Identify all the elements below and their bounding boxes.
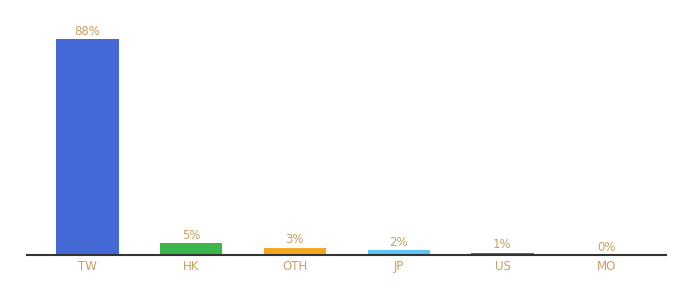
Bar [264, 248, 326, 255]
Text: 2%: 2% [390, 236, 408, 249]
Bar [471, 253, 534, 255]
Text: 1%: 1% [493, 238, 512, 251]
Text: 0%: 0% [597, 241, 615, 254]
Bar [160, 243, 222, 255]
Text: 88%: 88% [74, 25, 101, 38]
Bar [56, 40, 118, 255]
Text: 3%: 3% [286, 233, 304, 246]
Text: 5%: 5% [182, 229, 201, 242]
Bar [368, 250, 430, 255]
